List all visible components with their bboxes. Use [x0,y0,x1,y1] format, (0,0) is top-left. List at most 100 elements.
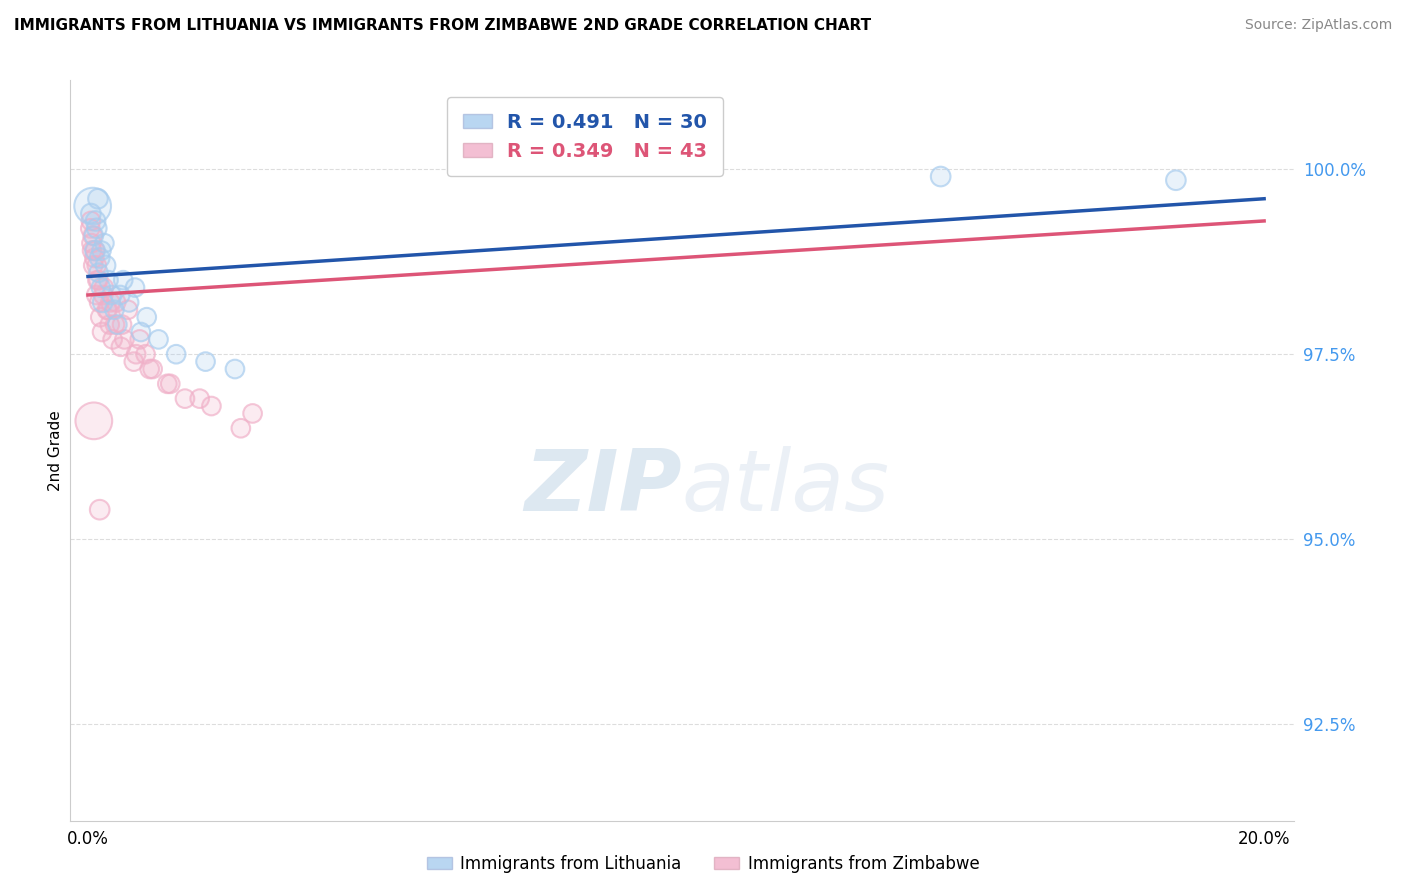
Point [83,228,105,243]
Point [98,295,121,310]
Point [80,206,103,220]
Point [86,221,108,235]
Point [194,354,217,368]
Point [89,251,111,265]
Point [80,236,103,251]
Point [118,295,141,310]
Point [80,236,103,251]
Point [103,302,125,317]
Point [117,302,139,317]
Point [135,310,157,325]
Point [80,244,103,258]
Point [110,288,132,302]
Point [224,362,246,376]
Point [84,244,107,258]
Point [84,244,107,258]
Point [97,302,120,317]
Point [90,244,112,258]
Point [138,362,160,376]
Point [86,273,108,287]
Point [101,333,124,347]
Point [79,221,101,235]
Point [94,259,117,273]
Point [112,333,135,347]
Legend: R = 0.491   N = 30, R = 0.349   N = 43: R = 0.491 N = 30, R = 0.349 N = 43 [447,97,723,177]
Point [84,288,107,302]
Point [89,310,111,325]
Point [124,280,146,294]
Point [110,340,132,354]
Point [148,333,170,347]
Point [159,376,181,391]
Point [111,318,134,332]
Point [110,288,132,302]
Point [112,273,135,287]
Point [118,295,141,310]
Point [188,392,211,406]
Point [104,318,127,332]
Point [91,325,114,339]
Point [105,318,128,332]
Point [929,169,952,184]
Point [91,295,114,310]
Point [97,273,120,287]
Point [165,347,187,361]
Point [83,251,105,265]
Point [242,407,264,421]
Point [93,280,115,294]
Point [138,362,160,376]
Point [90,280,112,294]
Point [101,333,124,347]
Point [91,288,114,302]
Point [90,244,112,258]
Point [80,206,103,220]
Point [84,288,107,302]
Point [117,302,139,317]
Point [80,244,103,258]
Point [91,325,114,339]
Y-axis label: 2nd Grade: 2nd Grade [48,410,63,491]
Text: ZIP: ZIP [524,446,682,529]
Text: Source: ZipAtlas.com: Source: ZipAtlas.com [1244,18,1392,32]
Point [105,318,128,332]
Point [142,362,165,376]
Point [112,333,135,347]
Point [84,244,107,258]
Point [174,392,197,406]
Point [87,295,110,310]
Legend: Immigrants from Lithuania, Immigrants from Zimbabwe: Immigrants from Lithuania, Immigrants fr… [420,848,986,880]
Point [91,288,114,302]
Point [128,333,150,347]
Point [87,266,110,280]
Point [83,414,105,428]
Point [86,273,108,287]
Point [929,169,952,184]
Point [80,214,103,228]
Point [125,347,148,361]
Point [122,354,145,368]
Point [89,502,111,516]
Point [87,295,110,310]
Point [159,376,181,391]
Point [96,302,118,317]
Point [224,362,246,376]
Point [242,407,264,421]
Point [1164,173,1187,187]
Point [100,288,122,302]
Point [229,421,252,435]
Point [111,318,134,332]
Point [129,325,152,339]
Point [105,295,128,310]
Point [194,354,217,368]
Point [87,273,110,287]
Point [122,354,145,368]
Text: atlas: atlas [682,446,890,529]
Point [87,273,110,287]
Point [148,333,170,347]
Point [142,362,165,376]
Point [188,392,211,406]
Point [93,280,115,294]
Point [103,302,125,317]
Point [129,325,152,339]
Point [97,273,120,287]
